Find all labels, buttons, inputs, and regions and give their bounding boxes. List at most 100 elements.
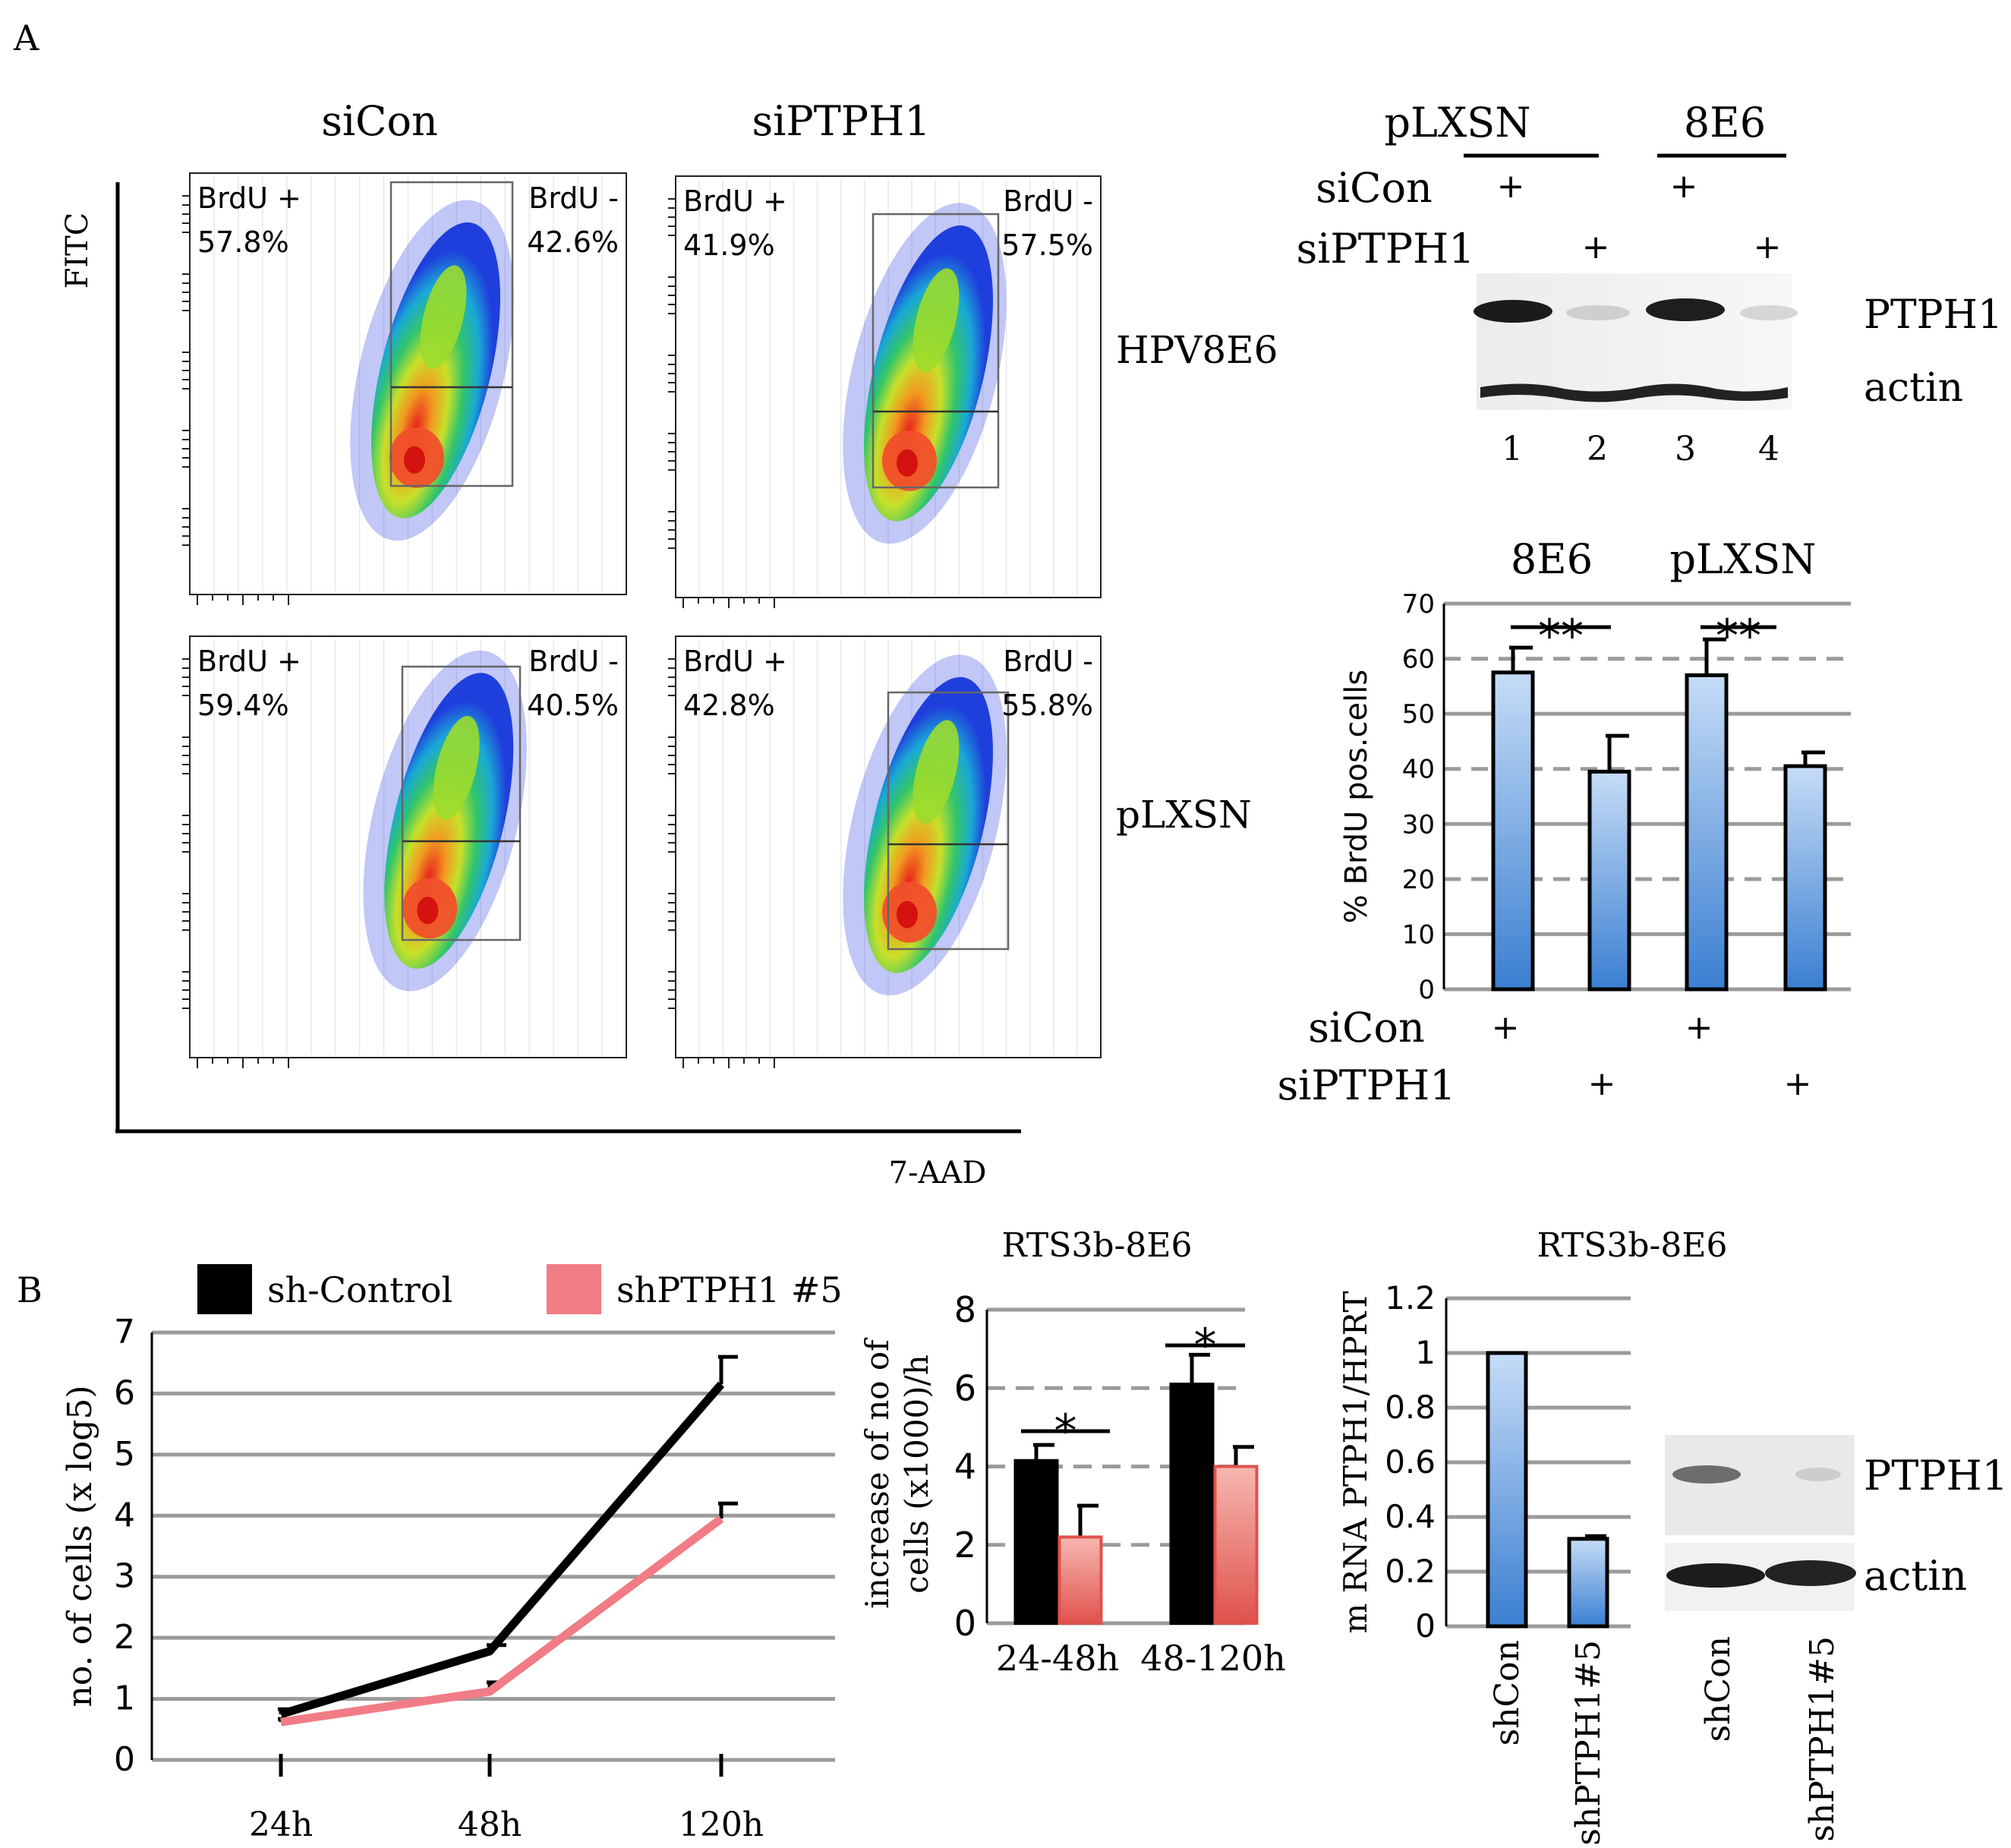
brdu-pos-value: 57.8% (197, 225, 289, 259)
increase-bar (1169, 1383, 1215, 1626)
growth-legend-swatch (197, 1264, 252, 1314)
mrna-ytick: 0 (1415, 1607, 1436, 1645)
growth-legend-label: shPTPH1 #5 (616, 1269, 843, 1310)
increase-ytick: 2 (954, 1525, 976, 1566)
brdu-ytick: 40 (1402, 755, 1435, 785)
increase-ytick: 8 (954, 1289, 976, 1330)
increase-bar (1058, 1535, 1103, 1626)
growth-ytick: 1 (114, 1679, 135, 1718)
brdu-neg-label: BrdU - (1003, 184, 1093, 218)
brdu-sig-star: ** (1716, 610, 1761, 663)
lane-4: 4 (1758, 430, 1779, 468)
plus-4: + (1754, 228, 1782, 266)
row-label-hpv8e6: HPV8E6 (1116, 328, 1278, 372)
blot-a-ptph1-label: PTPH1 (1864, 292, 2003, 338)
ptph1-band-4 (1740, 305, 1798, 320)
flow-plots: BrdU + 57.8% BrdU - 42.6% BrdU + 41.9% BrdU - 5… (182, 172, 1102, 1068)
flow-scatter-core (417, 897, 439, 925)
7aad-axis-label: 7-AAD (889, 1156, 987, 1190)
growth-ytick: 3 (114, 1557, 135, 1596)
increase-ytick: 6 (954, 1367, 976, 1408)
blot-b-lane-shptph1: shPTPH1#5 (1803, 1636, 1842, 1842)
increase-title: RTS3b-8E6 (1002, 1226, 1193, 1265)
flow-plot-4: BrdU + 42.8% BrdU - 55.8% (668, 635, 1102, 1068)
increase-xtick: 48-120h (1140, 1638, 1286, 1679)
plus-2: + (1582, 228, 1610, 266)
mrna-ylabel: m RNA PTPH1/HPRT (1337, 1291, 1374, 1633)
increase-ylabel-line2: cells (x1000)/h (898, 1354, 935, 1594)
brdu-neg-value: 40.5% (527, 689, 619, 722)
brdu-pos-value: 42.8% (683, 689, 775, 722)
growth-ytick: 4 (114, 1496, 135, 1534)
increase-sig-star: * (1194, 1319, 1217, 1372)
brdu-neg-label: BrdU - (528, 645, 619, 678)
growth-ytick: 0 (114, 1740, 135, 1779)
increase-bar (1013, 1459, 1059, 1625)
brdu-bar-2 (1587, 769, 1631, 992)
blot-group-8e6: 8E6 (1684, 99, 1766, 147)
increase-bar (1213, 1465, 1259, 1625)
brdu-neg-label: BrdU - (528, 181, 619, 215)
ptph1-band-1 (1474, 300, 1552, 323)
row-label-plxsn: pLXSN (1116, 793, 1252, 837)
actin-band-shptph1 (1765, 1560, 1856, 1586)
flow-scatter-core (897, 449, 918, 477)
mrna-ytick: 0.6 (1385, 1443, 1436, 1481)
flow-plot-3: BrdU + 59.4% BrdU - 40.5% (182, 635, 627, 1068)
blot-b: PTPH1 actin shCon shPTPH1#5 (1665, 1435, 2008, 1842)
brdu-bar-chart: 0 10 20 30 40 50 60 70 % BrdU pos.cells 8E6 pLXSN *… (1277, 535, 1851, 1109)
flow-scatter-upper-cluster (913, 720, 960, 824)
ptph1-band-3 (1646, 298, 1725, 321)
blot-row-sicon: siCon (1316, 164, 1433, 212)
mrna-title: RTS3b-8E6 (1537, 1226, 1728, 1265)
brdu-plus: + (1784, 1064, 1812, 1103)
plus-3: + (1670, 167, 1698, 206)
flow-gate (389, 181, 514, 487)
brdu-ytick: 50 (1402, 699, 1435, 730)
flow-scatter-core (404, 446, 425, 474)
mrna-ytick: 1 (1415, 1334, 1436, 1371)
flow-scatter-upper-cluster (420, 265, 467, 369)
growth-line-chart: 0 1 2 3 4 5 6 7 no. of cells (x log5) 24h 48h 120h s… (61, 1264, 843, 1844)
column-label-sicon: siCon (321, 97, 438, 145)
blot-row-siptph1: siPTPH1 (1296, 225, 1474, 273)
flow-gate (887, 691, 1010, 951)
growth-ytick: 5 (114, 1435, 135, 1474)
brdu-row-sicon: siCon (1308, 1004, 1425, 1052)
blot-group-plxsn: pLXSN (1384, 99, 1530, 147)
brdu-pos-label: BrdU + (683, 184, 787, 218)
panel-b-label: B (17, 1269, 43, 1310)
growth-xtick: 24h (249, 1805, 313, 1844)
brdu-ytick: 10 (1402, 919, 1435, 950)
increase-ylabel-line1: increase of no of (859, 1337, 896, 1609)
mrna-ytick: 0.4 (1385, 1498, 1436, 1535)
brdu-group-label: 8E6 (1511, 535, 1593, 583)
fitc-axis-label: FITC (60, 213, 95, 289)
growth-ytick: 7 (114, 1313, 135, 1351)
brdu-ylabel: % BrdU pos.cells (1339, 670, 1374, 923)
lane-2: 2 (1587, 430, 1608, 468)
ptph1-band-shptph1 (1795, 1468, 1841, 1481)
lane-3: 3 (1675, 430, 1696, 468)
blot-b-actin-label: actin (1864, 1552, 1967, 1600)
mrna-bar-2 (1567, 1537, 1609, 1629)
brdu-neg-value: 55.8% (1001, 689, 1093, 722)
growth-legend-label: sh-Control (267, 1269, 452, 1310)
increase-ytick: 4 (954, 1446, 976, 1487)
blot-a: pLXSN 8E6 siCon siPTPH1 + + + + PTPH1 ac… (1296, 99, 2003, 468)
increase-xtick: 24-48h (996, 1638, 1119, 1679)
brdu-neg-value: 57.5% (1001, 229, 1093, 262)
flow-scatter-upper-cluster (913, 268, 960, 372)
growth-series-2 (280, 1515, 724, 1727)
brdu-pos-label: BrdU + (197, 645, 301, 678)
brdu-pos-label: BrdU + (683, 645, 787, 678)
brdu-ytick: 20 (1402, 865, 1435, 895)
mrna-ytick: 0.2 (1385, 1553, 1436, 1590)
actin-band-a (1480, 383, 1788, 402)
brdu-bar-1 (1491, 670, 1535, 992)
brdu-group-label: pLXSN (1669, 535, 1816, 583)
flow-scatter-upper-cluster (433, 715, 480, 820)
growth-ytick: 2 (114, 1618, 135, 1657)
growth-xtick: 48h (458, 1805, 522, 1844)
lane-1: 1 (1502, 430, 1523, 468)
